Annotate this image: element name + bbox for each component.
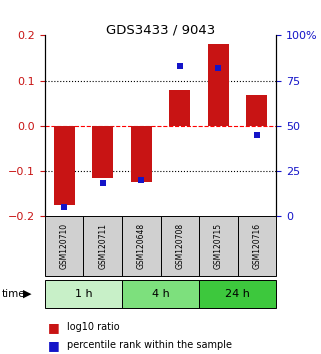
Text: 24 h: 24 h xyxy=(225,289,250,299)
Text: time: time xyxy=(2,289,25,299)
Text: GSM120648: GSM120648 xyxy=(137,223,146,269)
Text: ■: ■ xyxy=(48,339,60,352)
Text: percentile rank within the sample: percentile rank within the sample xyxy=(67,340,232,350)
Bar xyxy=(45,216,83,276)
Bar xyxy=(92,126,113,178)
Text: GSM120715: GSM120715 xyxy=(214,223,223,269)
Bar xyxy=(246,95,267,126)
Text: 1 h: 1 h xyxy=(75,289,92,299)
Bar xyxy=(199,280,276,308)
Bar xyxy=(208,44,229,126)
Bar xyxy=(160,216,199,276)
Bar xyxy=(131,126,152,182)
Bar xyxy=(199,216,238,276)
Bar xyxy=(169,91,190,126)
Text: 4 h: 4 h xyxy=(152,289,169,299)
Bar xyxy=(83,216,122,276)
Bar xyxy=(54,126,75,205)
Text: log10 ratio: log10 ratio xyxy=(67,322,120,332)
Bar xyxy=(45,280,122,308)
Text: ▶: ▶ xyxy=(23,289,32,299)
Text: ■: ■ xyxy=(48,321,60,334)
Text: GSM120710: GSM120710 xyxy=(60,223,69,269)
Text: GSM120708: GSM120708 xyxy=(175,223,184,269)
Bar xyxy=(238,216,276,276)
Bar xyxy=(122,280,199,308)
Bar xyxy=(122,216,160,276)
Text: GSM120716: GSM120716 xyxy=(252,223,261,269)
Text: GSM120711: GSM120711 xyxy=(98,223,107,269)
Text: GDS3433 / 9043: GDS3433 / 9043 xyxy=(106,23,215,36)
